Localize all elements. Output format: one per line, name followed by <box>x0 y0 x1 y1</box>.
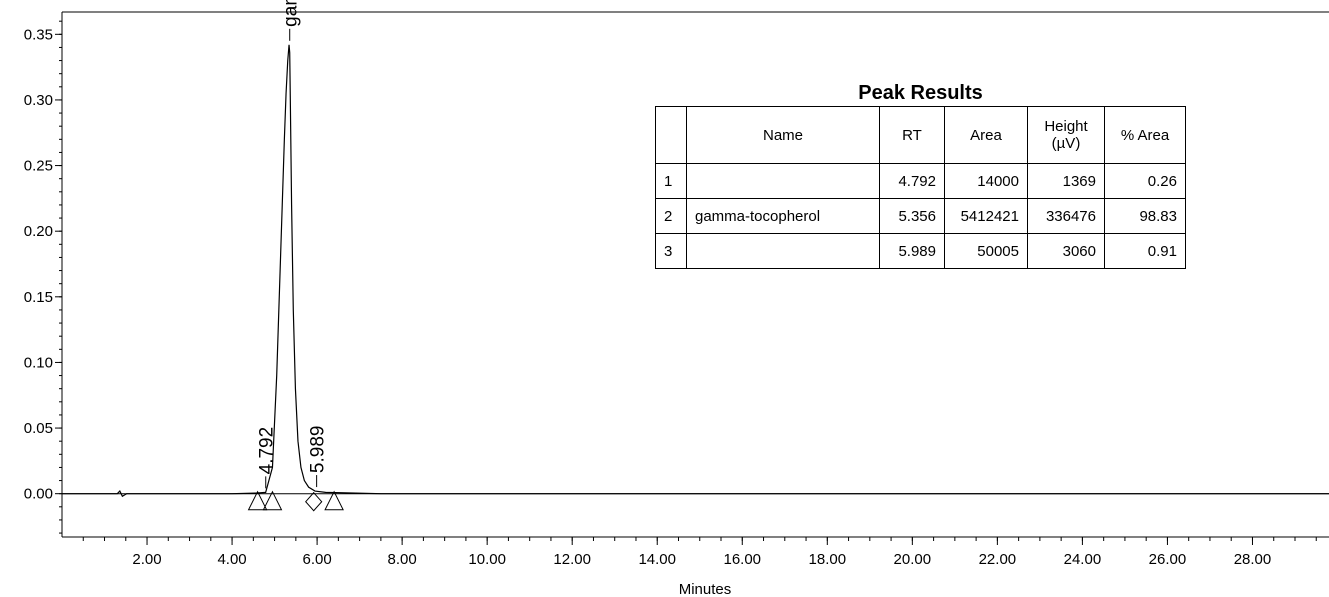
column-header: Area <box>944 106 1028 164</box>
table-cell <box>686 163 880 199</box>
table-row: 1 4.792 14000 1369 0.26 <box>655 163 1186 199</box>
table-header-row: Name RT Area Height (µV) % Area <box>655 106 1186 164</box>
table-cell: 50005 <box>944 233 1028 269</box>
x-axis-title: Minutes <box>679 581 732 597</box>
table-cell: 3060 <box>1027 233 1105 269</box>
column-header: Name <box>686 106 880 164</box>
peak-results-table: Name RT Area Height (µV) % Area 1 4.792 … <box>655 106 1186 269</box>
y-tick-label: 0.10 <box>24 354 53 371</box>
table-cell: 4.792 <box>879 163 945 199</box>
y-tick-label: 0.25 <box>24 158 53 175</box>
y-tick-label: 0.30 <box>24 92 53 109</box>
table-cell: 5.356 <box>879 198 945 234</box>
column-header: RT <box>879 106 945 164</box>
integration-triangle-marker <box>324 490 344 511</box>
x-tick-label: 26.00 <box>1149 551 1187 568</box>
table-cell: 98.83 <box>1104 198 1186 234</box>
table-cell: 2 <box>655 198 687 234</box>
table-cell: 14000 <box>944 163 1028 199</box>
x-tick-label: 10.00 <box>468 551 506 568</box>
x-tick-label: 28.00 <box>1234 551 1272 568</box>
column-header: Height (µV) <box>1027 106 1105 164</box>
peak-label: 5.989 <box>308 426 329 474</box>
x-tick-label: 18.00 <box>809 551 847 568</box>
y-tick-label: 0.00 <box>24 486 53 503</box>
integration-diamond-marker <box>305 491 323 512</box>
x-tick-label: 22.00 <box>979 551 1017 568</box>
column-header <box>655 106 687 164</box>
peak-results-title: Peak Results <box>858 82 983 104</box>
table-cell: 0.26 <box>1104 163 1186 199</box>
peak-label: gamma-tocopherol - 5.356 <box>281 0 302 27</box>
y-tick-label: 0.05 <box>24 420 53 437</box>
table-row: 3 5.989 50005 3060 0.91 <box>655 233 1186 269</box>
table-cell: 336476 <box>1027 198 1105 234</box>
table-cell: gamma-tocopherol <box>686 198 880 234</box>
table-row: 2 gamma-tocopherol 5.356 5412421 336476 … <box>655 198 1186 234</box>
x-tick-label: 14.00 <box>638 551 676 568</box>
table-cell: 1 <box>655 163 687 199</box>
table-cell: 3 <box>655 233 687 269</box>
table-cell: 1369 <box>1027 163 1105 199</box>
y-tick-label: 0.20 <box>24 223 53 240</box>
integration-triangle-marker <box>262 490 283 511</box>
table-cell: 5412421 <box>944 198 1028 234</box>
chromatogram-trace <box>62 44 1329 498</box>
x-tick-label: 4.00 <box>217 551 246 568</box>
x-tick-label: 8.00 <box>388 551 417 568</box>
table-cell: 0.91 <box>1104 233 1186 269</box>
table-cell: 5.989 <box>879 233 945 269</box>
x-tick-label: 16.00 <box>723 551 761 568</box>
peak-results-panel: Peak Results Name RT Area Height (µV) % … <box>655 80 1186 269</box>
y-tick-label: 0.35 <box>24 26 53 43</box>
x-tick-label: 2.00 <box>132 551 161 568</box>
table-cell <box>686 233 880 269</box>
x-tick-label: 6.00 <box>302 551 331 568</box>
column-header: % Area <box>1104 106 1186 164</box>
integration-triangle-marker <box>247 490 268 511</box>
peak-label: 4.792 <box>257 427 278 475</box>
x-tick-label: 12.00 <box>553 551 591 568</box>
x-tick-label: 24.00 <box>1064 551 1102 568</box>
y-tick-label: 0.15 <box>24 289 53 306</box>
x-tick-label: 20.00 <box>894 551 932 568</box>
